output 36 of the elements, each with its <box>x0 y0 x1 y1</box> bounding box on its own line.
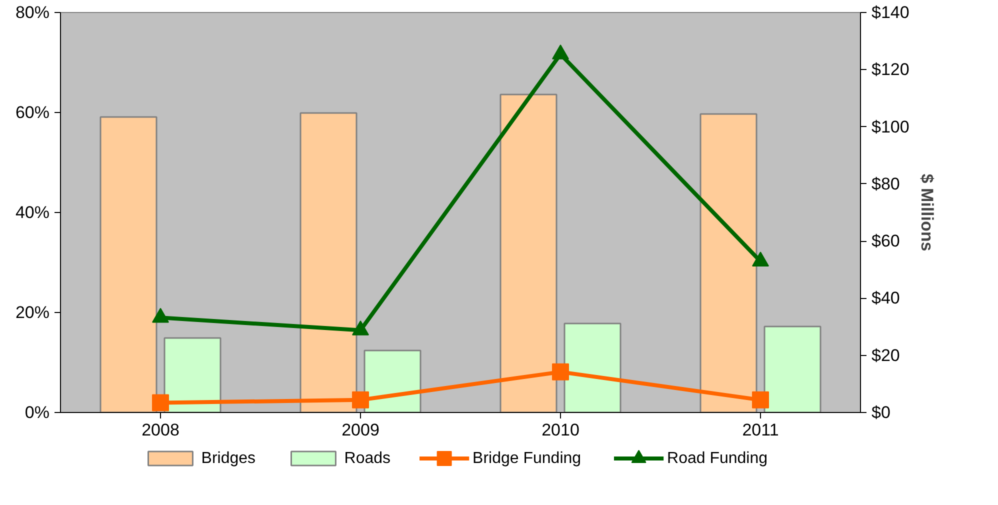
y-tick-label: 80% <box>15 3 50 22</box>
y2-tick-label: $40 <box>872 288 900 308</box>
x-tick-label: 2008 <box>142 420 180 440</box>
point <box>752 252 769 266</box>
point <box>552 44 569 60</box>
bar <box>300 112 358 412</box>
bar <box>364 350 422 412</box>
legend-label: Roads <box>344 450 391 467</box>
bar <box>700 113 758 412</box>
point <box>552 363 569 380</box>
bar <box>100 116 158 412</box>
x-tick-label: 2010 <box>542 420 580 440</box>
legend-label: Bridge Funding <box>472 450 582 467</box>
bar <box>500 94 558 412</box>
y2-tick-label: $0 <box>872 403 890 422</box>
y2-tick-label: $120 <box>872 60 910 80</box>
point <box>352 391 369 408</box>
x-tick-label: 2009 <box>342 420 380 440</box>
x-tick-label: 2011 <box>742 420 779 440</box>
y2-tick-label: $100 <box>872 117 910 136</box>
y-tick-label: 40% <box>15 203 50 222</box>
bar <box>564 322 622 412</box>
y-tick-label: 20% <box>15 303 50 322</box>
y-tick-label: 0% <box>24 403 50 422</box>
bar <box>164 337 222 412</box>
legend-label: Bridges <box>201 450 256 467</box>
point <box>752 391 769 408</box>
y2-axis-title: $ Millions <box>917 174 936 252</box>
point <box>152 394 169 412</box>
y2-tick-label: $140 <box>872 3 910 22</box>
y2-tick-label: $20 <box>872 346 900 365</box>
y2-tick-label: $80 <box>872 174 900 194</box>
y2-tick-label: $60 <box>872 232 900 251</box>
legend-label: Road Funding <box>667 450 768 467</box>
bar <box>764 326 822 412</box>
y-tick-label: 60% <box>15 103 50 122</box>
